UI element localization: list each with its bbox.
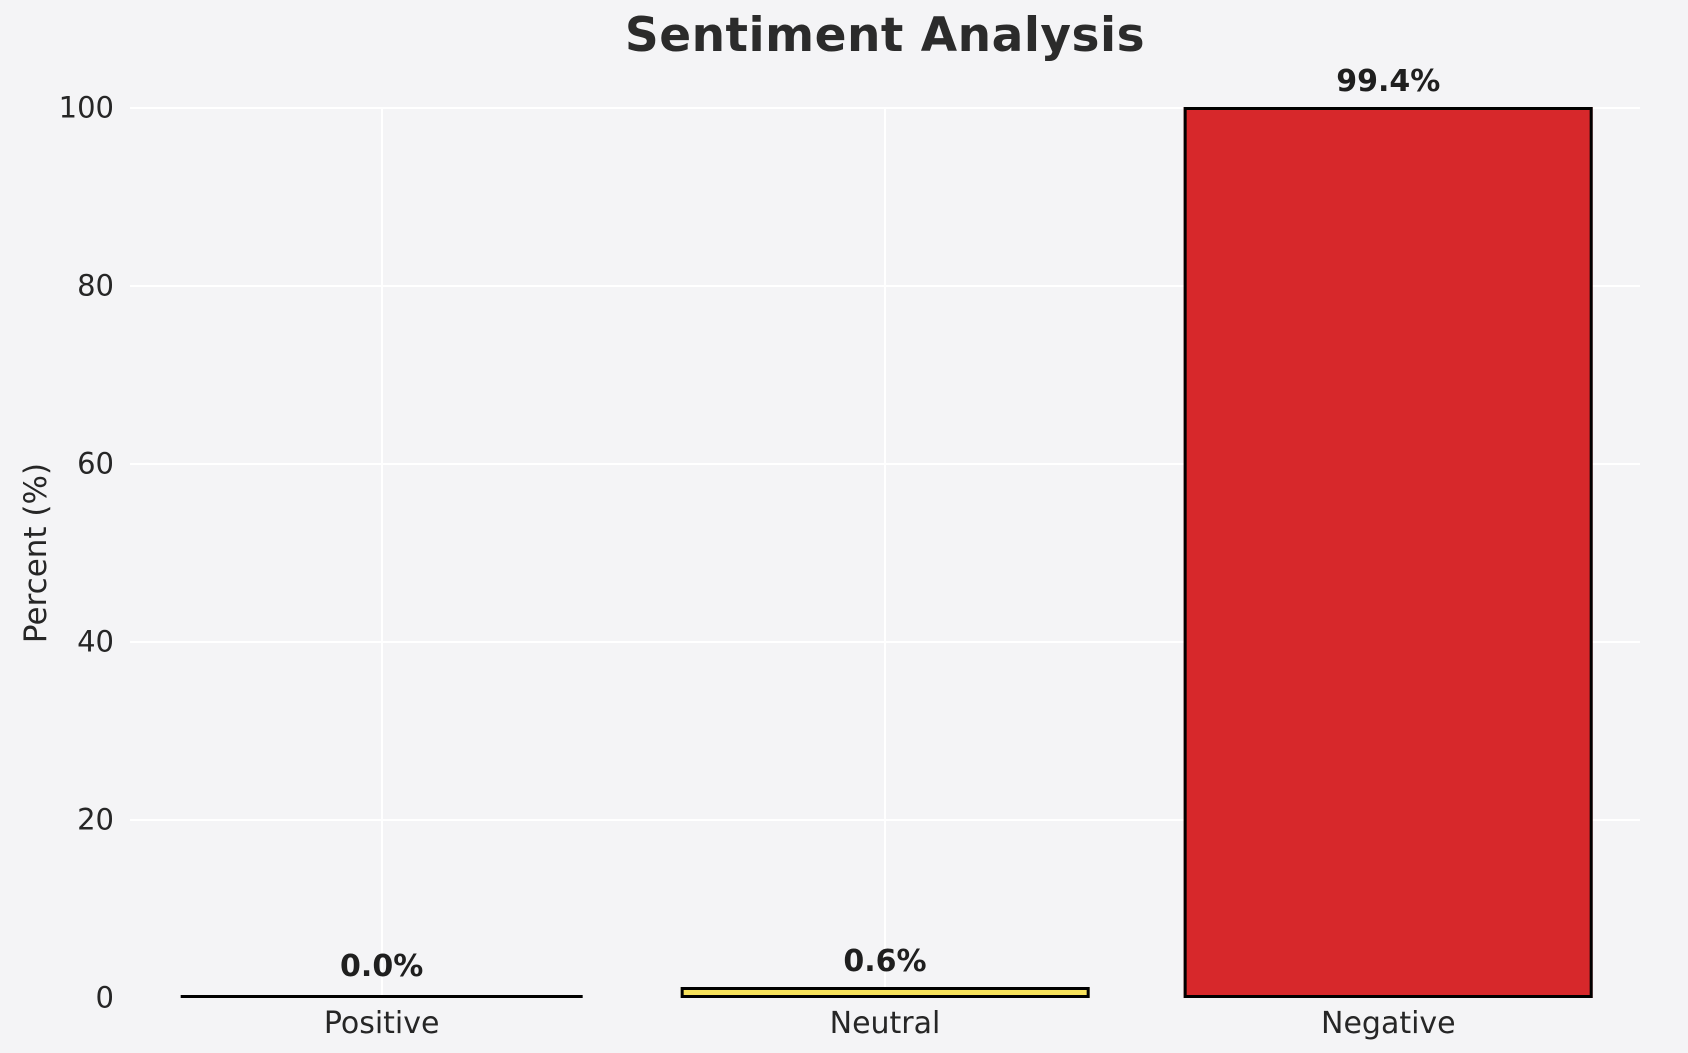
chart-title: Sentiment Analysis (624, 8, 1146, 63)
y-axis-label: Percent (%) (18, 462, 54, 644)
y-tick-label: 0 (95, 980, 114, 1015)
bar-positive (180, 995, 583, 998)
bar-neutral (680, 986, 1090, 998)
y-tick-label: 80 (77, 268, 114, 303)
plot-area: 0 20 40 60 80 100 0.0% Positive 0.6% Neutral 99.4%… (59, 64, 1640, 1041)
value-label-neutral: 0.6% (843, 943, 927, 979)
x-tick-label-positive: Positive (323, 1006, 440, 1041)
value-label-positive: 0.0% (340, 949, 424, 984)
v-gridline (380, 108, 383, 998)
v-gridline (884, 108, 886, 998)
y-tick-label: 100 (58, 90, 114, 125)
x-tick-label-neutral: Neutral (829, 1006, 941, 1041)
y-tick-label: 60 (77, 446, 114, 481)
value-label-negative: 99.4% (1336, 64, 1441, 100)
bar-negative (1184, 107, 1593, 998)
y-tick-label: 20 (77, 802, 114, 837)
y-tick-label: 40 (77, 624, 114, 659)
x-tick-label-negative: Negative (1321, 1006, 1456, 1041)
